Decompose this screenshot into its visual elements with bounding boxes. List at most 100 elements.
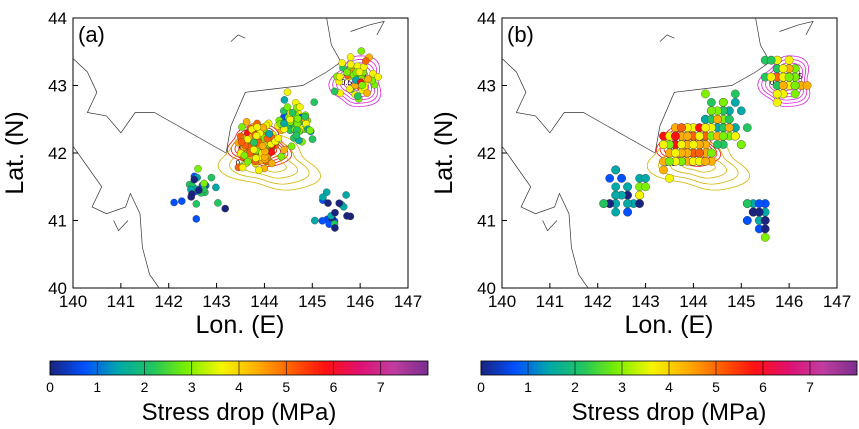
y-tick-label: 41 [48,212,67,231]
data-point [677,123,686,133]
contour-line-magenta [332,58,379,104]
data-point [695,131,704,141]
data-point [243,135,252,144]
colorbar-tick-label: 1 [524,379,532,395]
colorbar-tick-label: 4 [665,379,673,395]
data-point [319,193,327,201]
data-point [252,154,260,162]
data-point [689,140,698,149]
panel-b: 0.54.50.510.52.5 14014114214314414514614… [430,9,851,339]
data-point [718,131,728,141]
data-point [784,55,794,65]
data-point [730,89,740,99]
x-tick-label: 140 [59,292,87,311]
data-point [237,138,246,146]
data-point [364,75,372,83]
data-point [288,109,297,117]
data-point [214,199,222,207]
data-point [778,81,788,90]
data-point [635,199,644,208]
x-tick-label: 146 [775,292,803,311]
data-point [306,126,314,135]
data-point [343,212,351,220]
data-point [701,123,710,133]
data-point [274,134,283,142]
data-point [358,81,366,90]
coastline-segment [659,34,675,42]
colorbar-tick-label: 0 [46,379,54,395]
data-point [641,182,650,192]
data-point [683,131,692,141]
coastline-segment [501,17,771,154]
data-point [308,135,317,143]
data-point [766,55,776,65]
data-point [695,148,704,158]
data-point [345,85,354,93]
data-point [623,207,632,217]
coastline-segment [350,20,385,36]
data-point [760,216,770,225]
colorbar-a-ticks: 0 1 2 3 4 5 6 7 [46,361,385,395]
data-point [605,173,615,183]
data-point [677,140,686,149]
data-point [242,118,251,126]
data-point [178,197,186,205]
data-point [280,96,289,104]
data-point [294,114,302,123]
data-point [611,190,621,200]
data-point [250,145,258,154]
data-point [252,132,261,140]
panel-a-points [170,47,382,232]
panel-b-ticks: 140 141 142 143 144 145 146 147 40 41 42 43 44 [477,9,851,311]
colorbar-tick-label: 1 [93,379,101,395]
y-tick-label: 42 [477,144,496,163]
data-point [188,190,196,198]
coastline-segment [779,20,814,36]
data-point [255,166,263,174]
data-point [331,208,339,217]
colorbar-tick-label: 6 [330,379,338,395]
data-point [212,183,220,192]
colorbar-tick-label: 4 [235,379,243,395]
contour-line-yellow [217,134,321,191]
colorbar-tick-label: 3 [618,379,626,395]
data-point [736,140,746,149]
x-tick-label: 143 [202,292,230,311]
data-point [280,146,288,154]
contour-line-yellow [658,140,739,185]
data-point [330,87,339,96]
x-tick-label: 147 [823,292,851,311]
data-point [200,179,208,188]
data-point [190,175,199,184]
data-point [192,200,201,208]
data-point [623,199,632,208]
data-point [170,198,178,207]
x-tick-label: 147 [394,292,422,311]
data-point [790,81,800,90]
data-point [335,72,344,81]
panel-b-label: (b) [507,22,534,47]
data-point [707,98,716,107]
data-point [778,64,788,73]
coastline-segment [542,220,558,232]
coastline-segment [72,17,342,154]
data-point [240,151,249,160]
data-point [335,199,343,207]
y-tick-label: 44 [48,9,67,28]
colorbar-a-title: Stress drop (MPa) [142,399,337,426]
colorbar-a: 0 1 2 3 4 5 6 7 Stress drop (MPa) [46,360,429,426]
colorbar-tick-label: 6 [759,379,767,395]
data-point [238,123,246,131]
contour-line-magenta [765,62,805,101]
data-point [357,47,366,55]
data-point [713,114,722,124]
data-point [258,142,267,150]
data-point [671,131,680,141]
x-tick-label: 142 [155,292,183,311]
data-point [292,131,301,140]
data-point [724,123,734,133]
colorbar-tick-label: 5 [282,379,290,395]
data-point [659,165,668,175]
data-point [354,92,362,100]
data-point [318,217,327,225]
